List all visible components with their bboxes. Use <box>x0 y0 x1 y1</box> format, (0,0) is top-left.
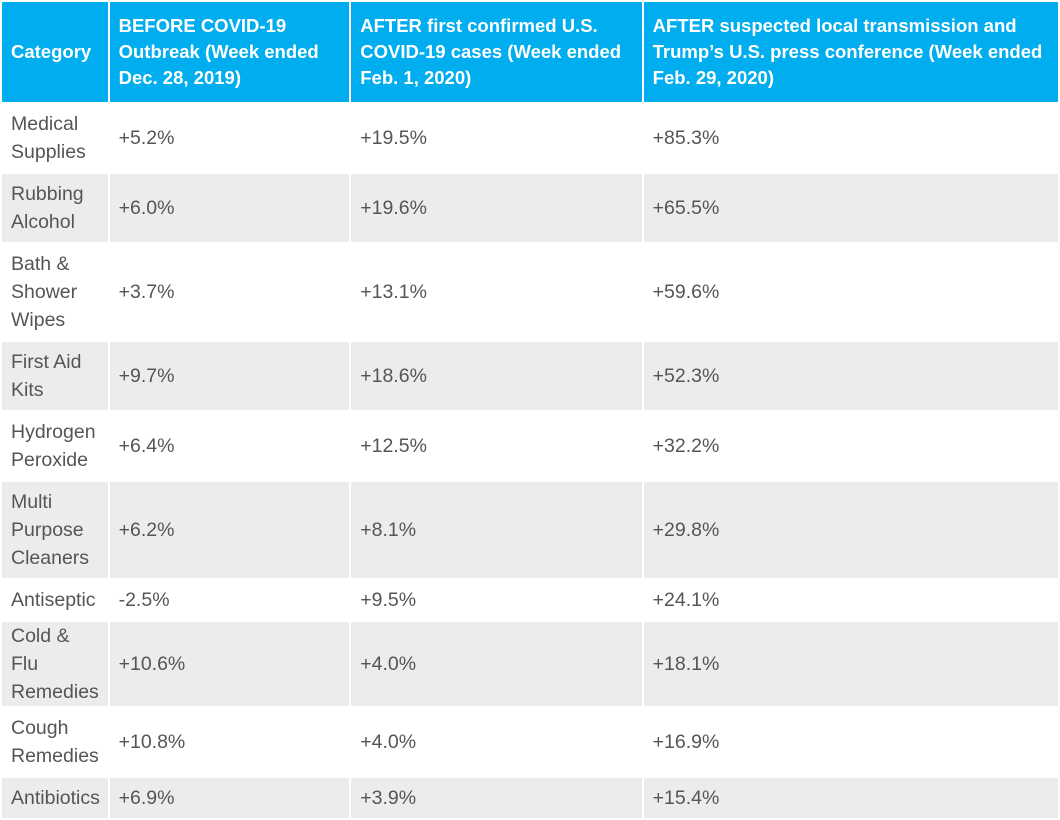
category-cell: Hydrogen Peroxide <box>2 412 108 480</box>
value-cell: +4.0% <box>351 708 642 776</box>
value-cell: +6.9% <box>109 778 350 818</box>
value-cell: +65.5% <box>643 174 1058 242</box>
table-row: Antibiotics +6.9% +3.9% +15.4% <box>2 778 1058 818</box>
value-cell: +9.7% <box>109 342 350 410</box>
value-cell: +13.1% <box>351 244 642 340</box>
value-cell: +18.6% <box>351 342 642 410</box>
value-cell: +9.5% <box>351 580 642 620</box>
header-cell-after-local-transmission: AFTER suspected local transmission and T… <box>643 2 1058 102</box>
category-cell: First Aid Kits <box>2 342 108 410</box>
value-cell: +6.2% <box>109 482 350 578</box>
value-cell: +4.0% <box>351 622 642 706</box>
category-cell: Bath & Shower Wipes <box>2 244 108 340</box>
value-cell: +3.7% <box>109 244 350 340</box>
category-cell: Antibiotics <box>2 778 108 818</box>
table-row: Bath & Shower Wipes +3.7% +13.1% +59.6% <box>2 244 1058 340</box>
header-row: Category BEFORE COVID-19 Outbreak (Week … <box>2 2 1058 102</box>
value-cell: +6.0% <box>109 174 350 242</box>
category-cell: Antiseptic <box>2 580 108 620</box>
category-cell: Medical Supplies <box>2 104 108 172</box>
category-cell: Multi Purpose Cleaners <box>2 482 108 578</box>
value-cell: +52.3% <box>643 342 1058 410</box>
table-row: Cold & Flu Remedies +10.6% +4.0% +18.1% <box>2 622 1058 706</box>
value-cell: +5.2% <box>109 104 350 172</box>
value-cell: +59.6% <box>643 244 1058 340</box>
table-row: Cough Remedies +10.8% +4.0% +16.9% <box>2 708 1058 776</box>
category-cell: Cold & Flu Remedies <box>2 622 108 706</box>
table-row: Rubbing Alcohol +6.0% +19.6% +65.5% <box>2 174 1058 242</box>
value-cell: +29.8% <box>643 482 1058 578</box>
table-row: Medical Supplies +5.2% +19.5% +85.3% <box>2 104 1058 172</box>
table-row: Hydrogen Peroxide +6.4% +12.5% +32.2% <box>2 412 1058 480</box>
value-cell: +19.6% <box>351 174 642 242</box>
header-cell-after-first-cases: AFTER first confirmed U.S. COVID-19 case… <box>351 2 642 102</box>
value-cell: +12.5% <box>351 412 642 480</box>
table-row: Multi Purpose Cleaners +6.2% +8.1% +29.8… <box>2 482 1058 578</box>
value-cell: +19.5% <box>351 104 642 172</box>
value-cell: +24.1% <box>643 580 1058 620</box>
category-cell: Rubbing Alcohol <box>2 174 108 242</box>
table-row: First Aid Kits +9.7% +18.6% +52.3% <box>2 342 1058 410</box>
category-cell: Cough Remedies <box>2 708 108 776</box>
value-cell: +32.2% <box>643 412 1058 480</box>
header-cell-category: Category <box>2 2 108 102</box>
value-cell: +85.3% <box>643 104 1058 172</box>
value-cell: +8.1% <box>351 482 642 578</box>
value-cell: +6.4% <box>109 412 350 480</box>
value-cell: +18.1% <box>643 622 1058 706</box>
value-cell: +16.9% <box>643 708 1058 776</box>
value-cell: -2.5% <box>109 580 350 620</box>
value-cell: +15.4% <box>643 778 1058 818</box>
table-row: Antiseptic -2.5% +9.5% +24.1% <box>2 580 1058 620</box>
value-cell: +10.6% <box>109 622 350 706</box>
value-cell: +3.9% <box>351 778 642 818</box>
value-cell: +10.8% <box>109 708 350 776</box>
header-cell-before-outbreak: BEFORE COVID-19 Outbreak (Week ended Dec… <box>109 2 350 102</box>
